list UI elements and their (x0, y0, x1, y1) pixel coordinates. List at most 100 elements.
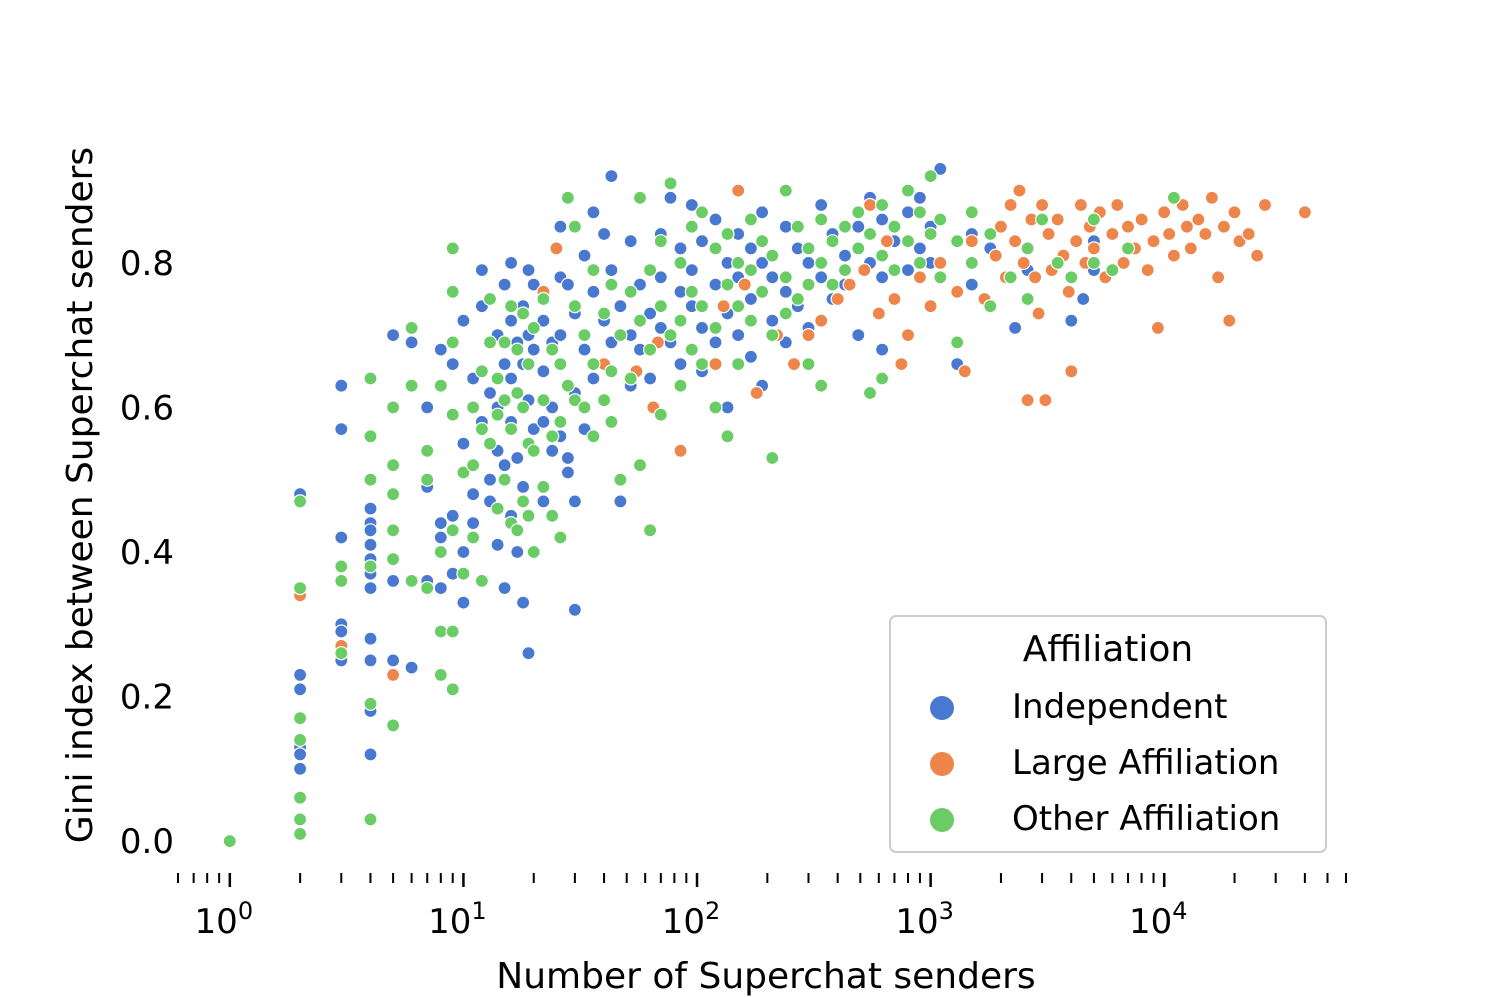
point-other-affiliation (964, 205, 979, 220)
y-tick-label: 0.2 (120, 678, 174, 718)
point-large-affiliation (871, 306, 886, 321)
x-tick-label: 103 (895, 897, 954, 942)
point-independent (613, 494, 628, 509)
point-independent (363, 747, 378, 762)
point-other-affiliation (673, 378, 688, 393)
point-independent (553, 328, 568, 343)
point-other-affiliation (526, 443, 541, 458)
point-large-affiliation (923, 299, 938, 314)
point-independent (334, 378, 349, 393)
point-large-affiliation (1105, 226, 1120, 242)
point-other-affiliation (837, 219, 853, 234)
point-independent (642, 306, 658, 321)
point-other-affiliation (814, 255, 829, 270)
point-independent (837, 248, 853, 263)
point-other-affiliation (510, 342, 525, 357)
point-other-affiliation (445, 335, 460, 350)
point-other-affiliation (474, 364, 489, 379)
point-large-affiliation (988, 248, 1003, 263)
point-other-affiliation (363, 812, 378, 827)
point-other-affiliation (887, 219, 902, 234)
point-independent (433, 515, 448, 531)
point-large-affiliation (731, 183, 746, 198)
point-other-affiliation (553, 357, 568, 372)
legend-title: Affiliation (1023, 629, 1193, 670)
point-other-affiliation (642, 342, 658, 357)
point-independent (874, 342, 890, 357)
point-independent (363, 580, 378, 596)
point-other-affiliation (363, 696, 378, 711)
point-other-affiliation (663, 328, 678, 343)
point-independent (1064, 313, 1079, 328)
point-independent (497, 357, 512, 372)
point-independent (536, 494, 551, 509)
point-large-affiliation (1016, 255, 1031, 270)
point-other-affiliation (577, 400, 592, 415)
point-other-affiliation (708, 320, 723, 335)
point-independent (743, 291, 759, 307)
point-other-affiliation (363, 472, 378, 487)
point-other-affiliation (1020, 241, 1035, 256)
point-other-affiliation (743, 263, 759, 278)
point-other-affiliation (731, 299, 746, 314)
point-other-affiliation (445, 523, 460, 538)
point-independent (653, 320, 668, 335)
point-independent (933, 161, 948, 176)
point-independent (874, 270, 890, 285)
point-other-affiliation (404, 378, 419, 393)
point-other-affiliation (1064, 270, 1079, 285)
point-other-affiliation (613, 328, 628, 343)
point-other-affiliation (1034, 212, 1050, 227)
legend-marker-independent (930, 696, 954, 720)
plot-points (222, 161, 1313, 849)
point-independent (964, 277, 979, 292)
point-independent (526, 277, 541, 292)
point-independent (642, 371, 658, 386)
point-large-affiliation (900, 328, 916, 343)
point-other-affiliation (814, 378, 829, 393)
point-independent (420, 400, 435, 415)
point-large-affiliation (1191, 212, 1206, 227)
point-large-affiliation (964, 234, 979, 249)
point-other-affiliation (950, 335, 965, 350)
point-other-affiliation (1086, 212, 1102, 227)
legend: Affiliation Independent Large Affiliatio… (889, 615, 1327, 853)
point-other-affiliation (684, 219, 699, 234)
point-large-affiliation (1064, 364, 1079, 379)
point-other-affiliation (731, 255, 746, 270)
point-large-affiliation (1041, 226, 1056, 242)
point-other-affiliation (825, 277, 840, 292)
point-other-affiliation (933, 270, 948, 285)
point-other-affiliation (983, 299, 998, 314)
point-other-affiliation (632, 458, 648, 473)
point-independent (604, 263, 619, 278)
point-other-affiliation (825, 234, 840, 249)
point-independent (577, 342, 592, 357)
point-other-affiliation (456, 465, 471, 480)
point-independent (386, 573, 401, 589)
point-independent (586, 205, 601, 220)
point-other-affiliation (694, 299, 710, 314)
point-independent (694, 234, 710, 249)
point-independent (515, 479, 531, 494)
point-independent (526, 342, 541, 357)
point-independent (445, 357, 460, 372)
point-other-affiliation (510, 523, 525, 538)
point-independent (504, 371, 519, 386)
point-independent (586, 284, 601, 299)
point-independent (553, 219, 568, 234)
point-large-affiliation (673, 443, 688, 458)
point-other-affiliation (851, 241, 866, 256)
point-other-affiliation (743, 313, 759, 328)
point-independent (765, 270, 780, 285)
point-large-affiliation (894, 357, 909, 372)
point-independent (466, 515, 481, 531)
point-other-affiliation (386, 487, 401, 502)
point-other-affiliation (466, 400, 481, 415)
point-other-affiliation (526, 320, 541, 335)
point-independent (673, 241, 688, 256)
point-independent (765, 313, 780, 328)
point-independent (632, 277, 648, 292)
point-independent (673, 357, 688, 372)
point-independent (586, 371, 601, 386)
